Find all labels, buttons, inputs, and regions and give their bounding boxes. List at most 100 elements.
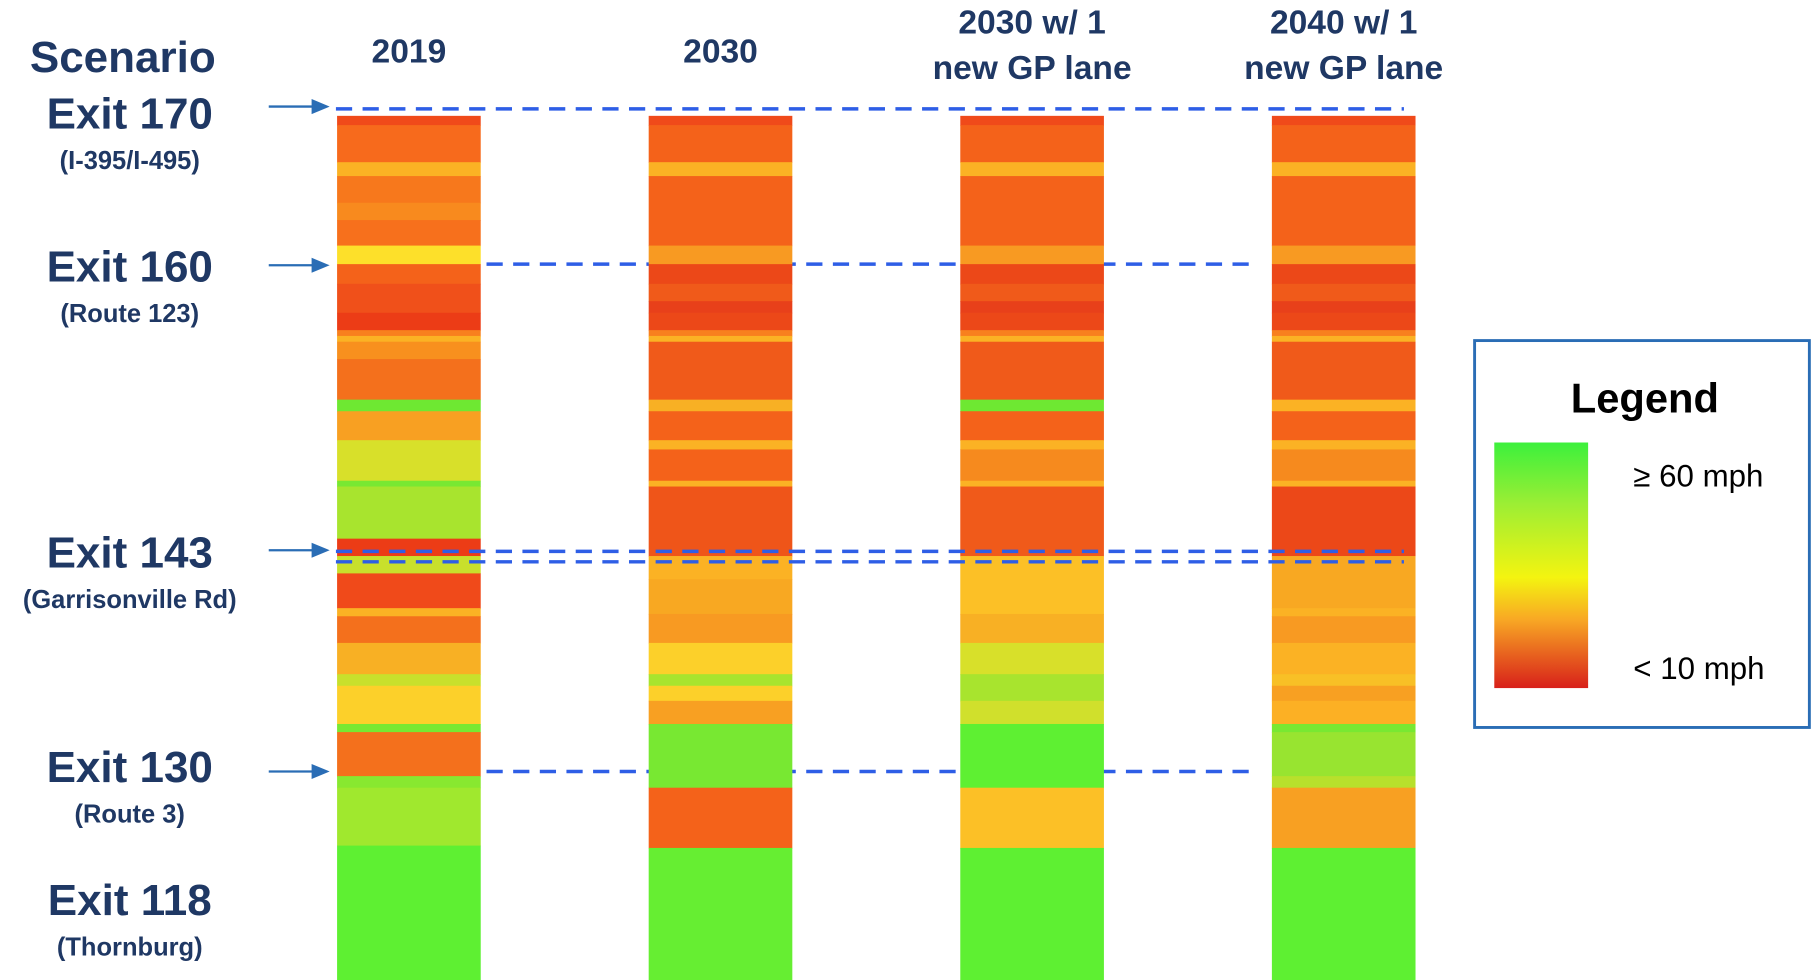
speed-band <box>648 449 793 482</box>
speed-band <box>648 341 793 401</box>
speed-band <box>1271 335 1416 343</box>
speed-band <box>337 264 481 285</box>
speed-band <box>1271 847 1416 980</box>
speed-band <box>1271 674 1416 687</box>
legend-title: Legend <box>1571 374 1719 421</box>
exit-name: Exit 130 <box>47 743 213 792</box>
speed-band <box>960 449 1104 482</box>
speed-band <box>648 613 793 644</box>
speed-band <box>337 162 481 177</box>
speed-band <box>1271 642 1416 675</box>
speed-band <box>1271 115 1416 126</box>
arrow-head <box>311 99 330 115</box>
column-title: new GP lane <box>1244 50 1443 87</box>
speed-band <box>960 176 1104 247</box>
speed-band <box>648 787 793 849</box>
speed-band <box>337 732 481 777</box>
speed-band <box>960 341 1104 401</box>
speed-band <box>337 723 481 733</box>
speed-band <box>648 723 793 789</box>
speed-band <box>960 411 1104 441</box>
speed-band <box>337 330 481 337</box>
speed-band <box>1271 330 1416 337</box>
speed-band <box>337 642 481 675</box>
speed-band <box>1271 787 1416 849</box>
speed-band <box>337 674 481 687</box>
speed-band <box>648 847 793 980</box>
legend-low: < 10 mph <box>1633 651 1764 686</box>
speed-band <box>960 723 1104 789</box>
speed-band <box>648 312 793 331</box>
speed-band <box>960 264 1104 285</box>
speed-band <box>337 202 481 221</box>
speed-band <box>1271 556 1416 609</box>
speed-band <box>337 176 481 204</box>
speed-band <box>648 480 793 488</box>
speed-band <box>648 283 793 302</box>
speed-band <box>337 440 481 482</box>
exit-name: Exit 160 <box>47 242 213 291</box>
speed-band <box>960 787 1104 849</box>
speed-band <box>1271 440 1416 451</box>
speed-band <box>960 700 1104 725</box>
speed-band <box>648 700 793 725</box>
speed-band <box>337 776 481 789</box>
speed-band <box>337 845 481 980</box>
speed-band <box>960 399 1104 412</box>
speed-band <box>648 335 793 343</box>
column-title: new GP lane <box>933 50 1132 87</box>
speed-band <box>337 335 481 343</box>
speed-band <box>337 573 481 609</box>
speed-band <box>1271 449 1416 482</box>
speed-band <box>648 301 793 314</box>
speed-band <box>1271 245 1416 265</box>
speed-band <box>648 176 793 247</box>
speed-band <box>960 335 1104 343</box>
speed-band <box>337 245 481 265</box>
speed-band <box>1271 480 1416 488</box>
column-title: 2019 <box>372 34 447 71</box>
header: Scenario <box>30 33 216 82</box>
speed-band <box>337 538 481 557</box>
speed-band <box>960 440 1104 451</box>
speed-band <box>1271 616 1416 644</box>
exit-name: Exit 118 <box>48 876 212 925</box>
speed-band <box>1271 399 1416 412</box>
speed-band <box>648 440 793 451</box>
speed-band <box>1271 723 1416 733</box>
speed-band <box>1271 264 1416 285</box>
speed-band <box>337 125 481 163</box>
exit-road: (Route 123) <box>60 300 199 328</box>
speed-band <box>648 125 793 163</box>
column-title: 2040 w/ 1 <box>1270 5 1417 42</box>
speed-band <box>1271 301 1416 314</box>
speed-band <box>1271 283 1416 302</box>
speed-band <box>337 685 481 725</box>
speed-band <box>648 162 793 177</box>
speed-band <box>337 312 481 331</box>
exit-name: Exit 143 <box>47 529 213 578</box>
exit-road: (Garrisonville Rd) <box>23 586 237 614</box>
legend: Legend ≥ 60 mph < 10 mph <box>1473 339 1811 729</box>
speed-band <box>648 245 793 265</box>
speed-band <box>648 685 793 702</box>
speed-band <box>337 411 481 441</box>
column-title: 2030 <box>683 34 758 71</box>
speed-band <box>960 330 1104 337</box>
speed-band <box>960 283 1104 302</box>
speed-band <box>1271 608 1416 617</box>
speed-band <box>337 399 481 412</box>
speed-band <box>960 486 1104 557</box>
speed-band <box>648 642 793 675</box>
speed-band <box>960 642 1104 675</box>
speed-band <box>648 486 793 557</box>
speed-band <box>960 480 1104 488</box>
speed-band <box>960 556 1104 615</box>
dashed-guides <box>486 262 1257 774</box>
exit-road: (Thornburg) <box>57 934 203 962</box>
speed-band <box>648 411 793 441</box>
speed-band <box>960 312 1104 331</box>
speed-band <box>960 245 1104 265</box>
speed-band <box>337 341 481 360</box>
